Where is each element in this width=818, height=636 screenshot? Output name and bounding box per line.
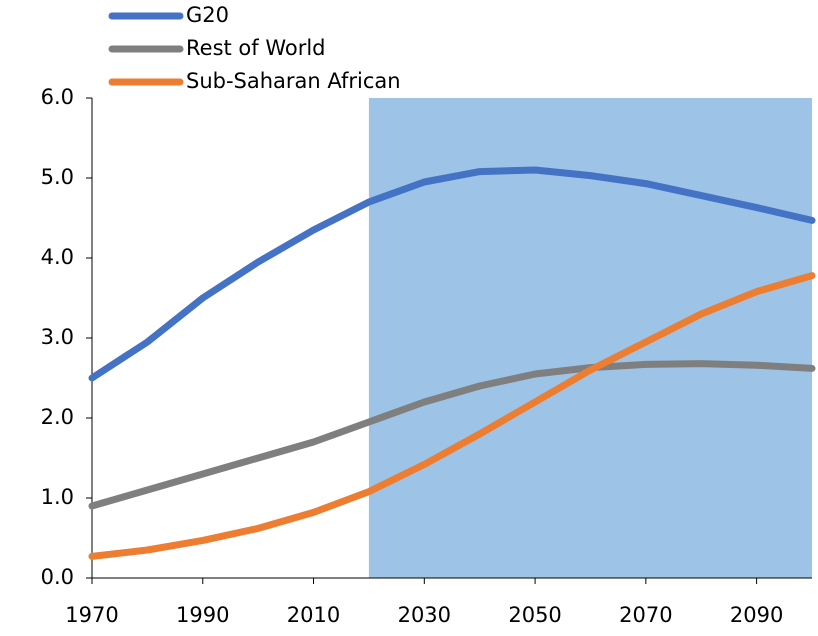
y-tick-label: 6.0 [41,85,74,109]
series-line [88,272,816,560]
y-tick-label: 5.0 [41,165,74,189]
y-tick-label: 3.0 [41,325,74,349]
y-tick-label: 4.0 [41,245,74,269]
x-tick-label: 1990 [176,603,229,627]
y-tick-label: 2.0 [41,405,74,429]
x-tick-label: 1970 [65,603,118,627]
series-line [88,360,816,510]
x-tick-label: 2090 [730,603,783,627]
series-line [88,166,816,382]
x-tick-label: 2010 [287,603,340,627]
y-tick-label: 0.0 [41,565,74,589]
legend-label: Rest of World [186,36,326,60]
x-tick-label: 2030 [398,603,451,627]
shaded-region [368,98,812,578]
legend-label: Sub-Saharan African [186,69,401,93]
x-tick-label: 2070 [619,603,672,627]
legend-label: G20 [186,3,229,27]
x-tick-label: 2050 [508,603,561,627]
y-tick-label: 1.0 [41,485,74,509]
